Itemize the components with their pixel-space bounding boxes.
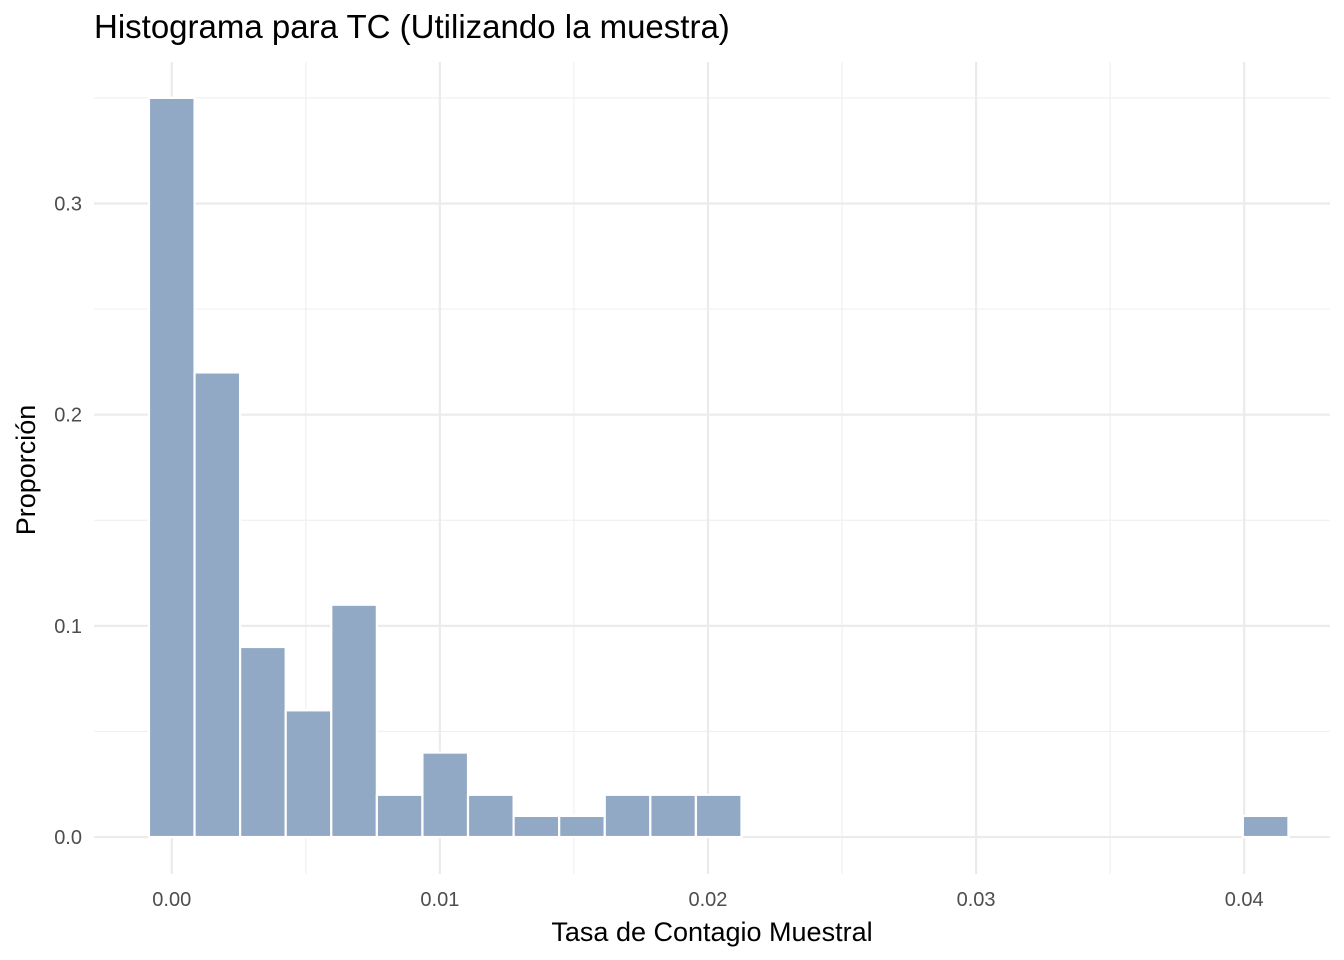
histogram-bar bbox=[239, 645, 287, 839]
histogram-bars bbox=[147, 96, 1290, 839]
histogram-bar bbox=[147, 96, 196, 839]
y-tick-label: 0.3 bbox=[54, 193, 82, 215]
histogram-bar bbox=[284, 709, 333, 839]
histogram-bar bbox=[421, 751, 470, 839]
histogram-bar bbox=[375, 793, 424, 839]
y-tick-label: 0.0 bbox=[54, 827, 82, 849]
x-tick-label: 0.01 bbox=[420, 889, 459, 911]
x-tick-label: 0.04 bbox=[1225, 889, 1264, 911]
y-axis-tick-labels: 0.0 0.1 0.2 0.3 bbox=[54, 193, 82, 849]
y-tick-label: 0.2 bbox=[54, 405, 82, 427]
histogram-bar bbox=[649, 793, 698, 839]
minor-gridlines bbox=[94, 62, 1330, 874]
histogram-bar bbox=[1241, 814, 1290, 839]
histogram-bar bbox=[558, 814, 606, 839]
histogram-bar bbox=[512, 814, 561, 839]
histogram-bar bbox=[330, 603, 378, 839]
x-tick-label: 0.02 bbox=[689, 889, 728, 911]
chart-title: Histograma para TC (Utilizando la muestr… bbox=[94, 8, 730, 45]
x-tick-label: 0.03 bbox=[957, 889, 996, 911]
y-axis-title: Proporción bbox=[11, 405, 41, 536]
histogram-bar bbox=[193, 371, 242, 839]
histogram-bar bbox=[603, 793, 652, 839]
x-tick-label: 0.00 bbox=[152, 889, 191, 911]
histogram-bar bbox=[694, 793, 743, 839]
x-axis-title: Tasa de Contagio Muestral bbox=[551, 917, 872, 947]
y-tick-label: 0.1 bbox=[54, 616, 82, 638]
x-axis-tick-labels: 0.00 0.01 0.02 0.03 0.04 bbox=[152, 889, 1263, 911]
histogram-bar bbox=[466, 793, 515, 839]
